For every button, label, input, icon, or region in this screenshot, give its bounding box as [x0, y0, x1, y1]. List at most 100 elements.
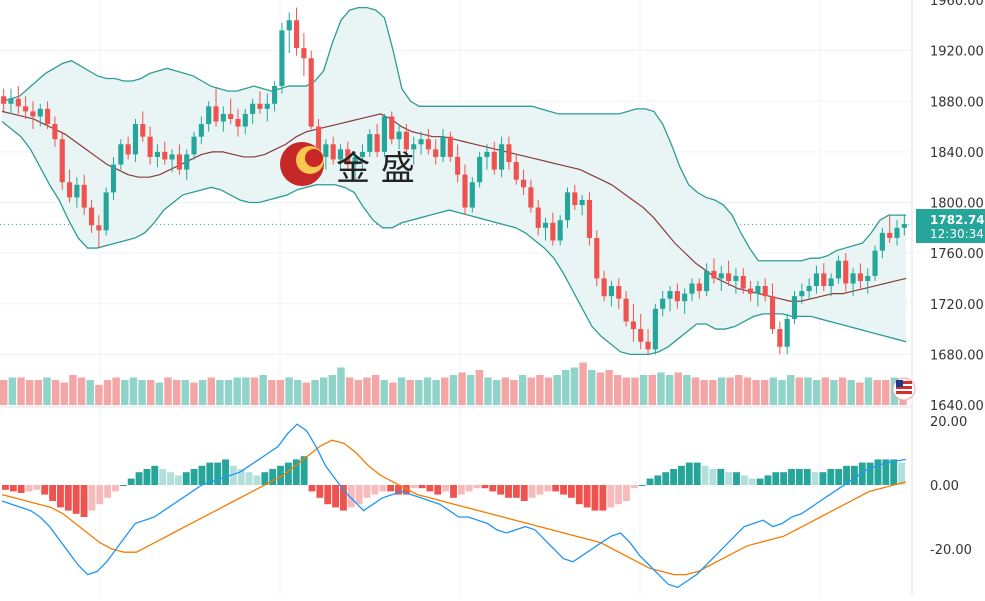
candle-body [572, 192, 578, 206]
macd-histogram-bar [536, 485, 544, 495]
candle-body [184, 154, 190, 170]
volume-bar [415, 380, 423, 405]
volume-bar [147, 380, 155, 405]
macd-histogram-bar [646, 478, 654, 485]
macd-histogram-bar [395, 485, 402, 495]
volume-bar [544, 377, 553, 405]
volume-bar [371, 375, 380, 405]
volume-bar [294, 380, 302, 405]
volume-bar [830, 380, 838, 405]
candle-body [506, 144, 512, 162]
candle-body [682, 293, 688, 302]
macd-histogram-bar [292, 459, 300, 485]
candle-body [455, 156, 461, 175]
candle-body [52, 124, 58, 140]
candle-body [45, 108, 51, 125]
candle-body [887, 232, 893, 238]
macd-histogram-bar [119, 485, 127, 486]
volume-bar [683, 375, 691, 405]
macd-histogram-bar [481, 485, 489, 489]
candle-body [879, 232, 885, 251]
candle-body [23, 106, 29, 112]
macd-histogram-bar [96, 485, 104, 505]
volume-bars [0, 362, 907, 405]
macd-histogram-bar [41, 485, 49, 495]
candle-body [630, 321, 636, 330]
macd-histogram-bar [2, 485, 9, 490]
candle-body [835, 260, 841, 279]
volume-bar [441, 377, 449, 405]
macd-tick-label: -20.00 [930, 543, 972, 558]
macd-histogram-bar [591, 485, 599, 511]
volume-bar [804, 377, 812, 405]
macd-histogram-bar [277, 465, 284, 485]
candle-body [711, 270, 717, 279]
volume-bar [873, 380, 881, 405]
macd-histogram-bar [269, 469, 277, 485]
volume-bar [242, 377, 250, 405]
macd-histogram-bar [426, 485, 434, 492]
macd-histogram-bar [654, 475, 662, 485]
volume-bar [691, 377, 700, 405]
macd-histogram-bar [340, 485, 347, 511]
macd-histogram-bar [112, 485, 119, 492]
volume-bar [536, 375, 544, 405]
volume-bar [484, 377, 492, 405]
volume-bar [77, 377, 86, 405]
macd-histogram-bar [866, 462, 874, 485]
candle-body [601, 278, 607, 297]
macd-histogram-bar [575, 485, 583, 505]
candle-body [748, 288, 754, 294]
volume-bar [190, 382, 198, 405]
price-tick-label: 1680.00 [930, 348, 984, 363]
macd-histogram-bar [874, 459, 882, 485]
candle-body [374, 134, 380, 152]
volume-bar [285, 377, 293, 405]
macd-histogram-bar [9, 485, 17, 492]
candle-body [564, 192, 571, 221]
flag-icon [892, 377, 916, 401]
candle-body [726, 273, 732, 281]
macd-histogram-bar [803, 469, 811, 485]
volume-bar [570, 367, 579, 405]
volume-bar [795, 377, 804, 405]
macd-histogram-bar [300, 456, 308, 485]
macd-histogram-bar [607, 485, 615, 508]
candle-body [857, 273, 863, 281]
candle-body [213, 106, 219, 122]
macd-histogram-bar [583, 485, 591, 508]
volume-bar [250, 377, 259, 405]
candle-body [67, 182, 73, 198]
macd-histogram-bar [725, 472, 733, 485]
candle-body [162, 151, 168, 160]
candle-body [389, 116, 395, 140]
macd-histogram-bar [442, 485, 450, 492]
macd-histogram-bar [615, 485, 623, 505]
candle-body [147, 136, 153, 157]
volume-bar [95, 385, 103, 405]
candle-body [777, 329, 783, 347]
macd-histogram-bar [717, 469, 725, 485]
volume-bar [639, 375, 648, 405]
candle-body [272, 86, 278, 104]
candle-body [425, 139, 431, 150]
candle-body [367, 134, 373, 152]
candle-body [264, 103, 270, 109]
candle-body [294, 20, 300, 49]
candle-body [550, 222, 556, 241]
macd-histogram-bar [379, 485, 387, 492]
macd-histogram-bar [827, 469, 835, 485]
macd-histogram-bar [678, 465, 685, 485]
macd-histogram-bar [497, 485, 505, 495]
candle-body [257, 103, 263, 109]
volume-bar [752, 380, 760, 405]
volume-bar [856, 382, 864, 405]
macd-histogram-bar [457, 485, 465, 495]
volume-bar [778, 380, 786, 405]
volume-bar [337, 367, 345, 405]
macd-histogram-bar [701, 465, 709, 485]
volume-bar [43, 377, 51, 405]
candle-body [799, 291, 805, 297]
volume-bar [60, 382, 68, 405]
candle-body [784, 318, 790, 347]
